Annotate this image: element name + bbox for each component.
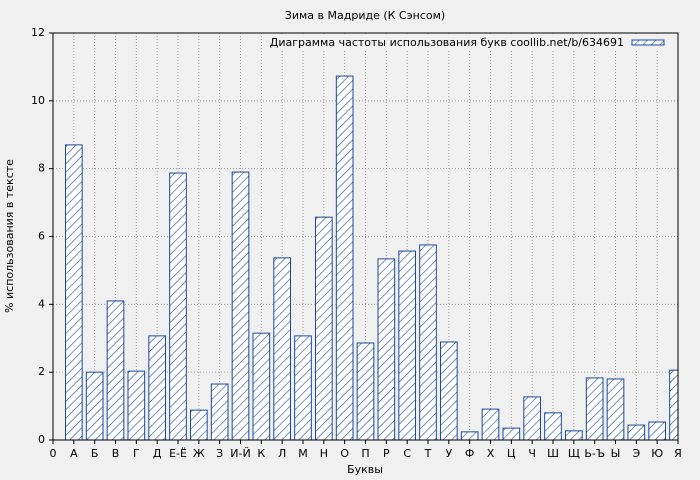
legend-swatch	[631, 39, 665, 46]
bar	[585, 377, 604, 440]
x-tick-label: Р	[383, 447, 390, 460]
x-tick-label: С	[403, 447, 411, 460]
x-tick-label: Х	[487, 447, 495, 460]
y-tick-label: 12	[31, 26, 45, 39]
bar	[148, 335, 166, 440]
bar	[106, 300, 125, 440]
x-tick-label: Г	[133, 447, 140, 460]
x-tick-label: О	[340, 447, 349, 460]
x-tick-label: И-Й	[230, 447, 250, 460]
bar	[210, 383, 229, 440]
legend-background	[265, 34, 668, 51]
y-tick-label: 4	[38, 297, 45, 310]
x-tick-label: Б	[91, 447, 99, 460]
x-tick-label: Ы	[611, 447, 621, 460]
x-axis-label: Буквы	[347, 463, 383, 476]
bar	[398, 250, 417, 440]
bar	[627, 424, 646, 440]
x-tick-label: К	[257, 447, 265, 460]
x-tick-label: 0	[50, 447, 57, 460]
bar	[481, 408, 500, 440]
bar	[190, 409, 208, 440]
legend: Диаграмма частоты использования букв coo…	[265, 34, 668, 51]
x-tick-label: В	[112, 447, 120, 460]
bar	[377, 258, 396, 440]
x-tick-label: Е-Ё	[169, 447, 187, 460]
x-tick-label: Э	[632, 447, 640, 460]
bar	[523, 396, 541, 440]
x-tick-label: Ч	[528, 447, 536, 460]
bar	[169, 172, 187, 440]
bar	[65, 144, 83, 440]
bar	[648, 421, 666, 440]
y-tick-label: 8	[38, 162, 45, 175]
bar	[273, 257, 292, 440]
y-tick-label: 0	[38, 433, 45, 446]
bar	[502, 427, 521, 440]
bar	[294, 335, 312, 440]
y-tick-label: 6	[38, 230, 45, 243]
bar	[460, 431, 479, 440]
x-tick-label: Щ	[568, 447, 580, 460]
bar	[315, 216, 333, 440]
x-tick-label: П	[361, 447, 369, 460]
x-tick-label: Ш	[547, 447, 559, 460]
x-tick-label: З	[216, 447, 223, 460]
bar	[231, 171, 250, 440]
bar	[252, 332, 271, 440]
x-tick-label: Д	[153, 447, 162, 460]
x-tick-label: Ф	[465, 447, 474, 460]
y-tick-label: 10	[31, 94, 45, 107]
y-axis-label: % использования в тексте	[3, 159, 16, 313]
bar	[669, 369, 678, 440]
chart-title: Зима в Мадриде (К Сэнсом)	[285, 9, 445, 22]
bar	[335, 75, 354, 440]
x-tick-label: Ю	[651, 447, 663, 460]
bar	[127, 370, 146, 440]
bar	[544, 412, 562, 440]
bar	[85, 371, 104, 440]
bar	[356, 342, 375, 440]
x-tick-label: Ь-Ъ	[584, 447, 605, 460]
y-tick-label: 2	[38, 365, 45, 378]
x-tick-label: Ц	[507, 447, 516, 460]
bar	[565, 430, 583, 440]
bar	[419, 244, 437, 440]
x-tick-label: Н	[320, 447, 328, 460]
plot-frame	[52, 32, 679, 441]
x-tick-label: А	[70, 447, 78, 460]
x-tick-label: Ж	[193, 447, 205, 460]
bar	[440, 341, 458, 440]
x-tick-label: Л	[278, 447, 286, 460]
x-tick-label: М	[298, 447, 308, 460]
legend-label: Диаграмма частоты использования букв coo…	[270, 36, 624, 49]
x-tick-label: Я	[674, 447, 682, 460]
x-tick-label: У	[445, 447, 452, 460]
bar	[606, 378, 625, 440]
x-tick-label: Т	[424, 447, 432, 460]
